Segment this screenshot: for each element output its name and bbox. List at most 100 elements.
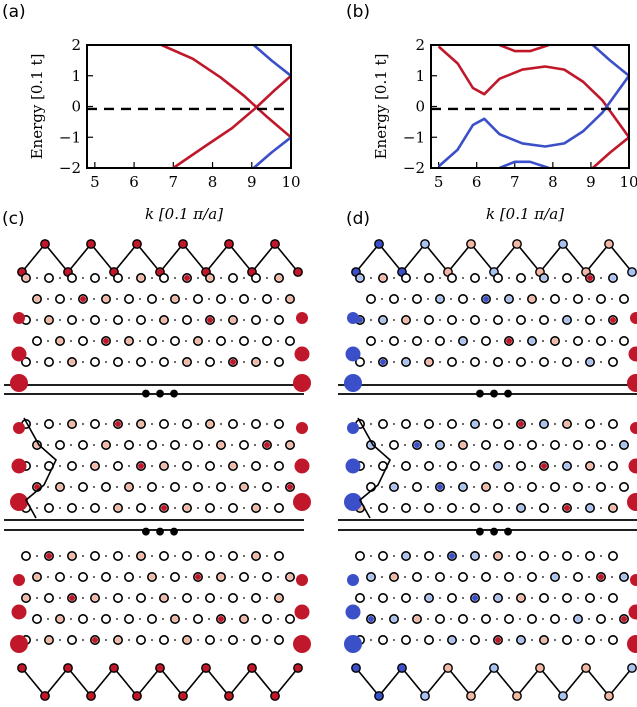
lattice-site-weight <box>495 595 501 601</box>
lattice-site <box>515 272 526 283</box>
edge-weight-right <box>628 458 637 474</box>
lattice-link <box>404 486 406 488</box>
lattice-site <box>113 460 124 471</box>
lattice-link <box>277 298 279 300</box>
lattice-link <box>231 618 233 620</box>
lattice-site-weight <box>552 338 558 344</box>
edge-weight-right <box>627 635 637 653</box>
lattice-link <box>554 319 556 321</box>
edge-weight-left <box>344 374 362 392</box>
lattice-link <box>600 423 602 425</box>
edge-site <box>420 239 430 249</box>
lattice-link <box>508 361 510 363</box>
lattice-link <box>485 319 487 321</box>
lattice-link <box>162 576 164 578</box>
lattice-site-weight <box>403 359 409 365</box>
lattice-link <box>473 340 475 342</box>
lattice-link <box>185 298 187 300</box>
lattice-link <box>128 597 130 599</box>
lattice-site <box>549 613 560 624</box>
chart-b-xtick-label-5: 10 <box>619 173 637 191</box>
lattice-site-weight <box>195 574 201 580</box>
lattice-site-weight <box>207 317 213 323</box>
lattice-link <box>554 555 556 557</box>
lattice-site-weight <box>161 505 167 511</box>
lattice-site <box>101 571 112 582</box>
lattice-site-weight <box>460 442 466 448</box>
lattice-site <box>526 439 537 450</box>
lattice-link <box>185 618 187 620</box>
lattice-link <box>105 597 107 599</box>
lattice-link <box>36 277 38 279</box>
lattice-link <box>519 340 521 342</box>
lattice-site-weight <box>138 275 144 281</box>
lattice-link <box>600 597 602 599</box>
lattice-link <box>439 507 441 509</box>
lattice-site-weight <box>34 574 40 580</box>
lattice-link <box>220 319 222 321</box>
lattice-site <box>618 293 629 304</box>
lattice-site <box>251 634 262 645</box>
lattice-site-weight <box>92 463 98 469</box>
lattice-site <box>124 293 135 304</box>
lattice-link <box>473 444 475 446</box>
lattice-site <box>273 314 284 325</box>
lattice-site-weight <box>230 317 236 323</box>
lattice-site <box>469 272 480 283</box>
lattice-site <box>228 550 239 561</box>
lattice-link <box>381 618 383 620</box>
lattice-link <box>47 340 49 342</box>
lattice-site <box>595 439 606 450</box>
lattice-link <box>243 465 245 467</box>
lattice-link <box>277 486 279 488</box>
lattice-site <box>54 439 65 450</box>
lattice-site-weight <box>621 574 627 580</box>
panel-label-d: (d) <box>346 209 370 229</box>
lattice-link <box>600 507 602 509</box>
lattice-site-weight <box>414 616 420 622</box>
lattice-link <box>508 507 510 509</box>
lattice-site <box>595 613 606 624</box>
lattice-link <box>231 486 233 488</box>
lattice-link <box>393 555 395 557</box>
lattice-site <box>43 356 54 367</box>
lattice-site-weight <box>241 484 247 490</box>
lattice-link <box>462 423 464 425</box>
lattice-site <box>446 502 457 513</box>
lattice-link <box>277 444 279 446</box>
edge-weight-left <box>13 312 25 324</box>
chart-a-xtick-label-2: 7 <box>169 173 179 191</box>
lattice-site <box>538 502 549 513</box>
lattice-site <box>251 272 262 283</box>
lattice-link <box>531 277 533 279</box>
lattice-site-weight <box>380 317 386 323</box>
lattice-site <box>113 356 124 367</box>
lattice-site-weight <box>172 296 178 302</box>
lattice-link <box>404 444 406 446</box>
lattice-link <box>611 340 613 342</box>
lattice-site <box>261 613 272 624</box>
chart-a-xtick-label-5: 10 <box>281 173 300 191</box>
lattice-site <box>147 613 158 624</box>
lattice-link <box>139 340 141 342</box>
lattice-site-weight <box>253 359 259 365</box>
lattice-site <box>273 418 284 429</box>
lattice-site <box>251 460 262 471</box>
lattice-site-weight <box>195 338 201 344</box>
lattice-site <box>205 634 216 645</box>
lattice-link <box>577 423 579 425</box>
lattice-link <box>542 618 544 620</box>
lattice-site <box>159 272 170 283</box>
lattice-link <box>462 597 464 599</box>
lattice-link <box>220 423 222 425</box>
lattice-link <box>82 361 84 363</box>
lattice-site <box>492 502 503 513</box>
edge-site <box>466 691 476 701</box>
lattice-link <box>162 298 164 300</box>
lattice-link <box>416 319 418 321</box>
lattice-site <box>136 634 147 645</box>
panel-label-b: (b) <box>346 2 370 22</box>
lattice-site-weight <box>483 296 489 302</box>
lattice-link <box>439 555 441 557</box>
lattice-site <box>67 272 78 283</box>
